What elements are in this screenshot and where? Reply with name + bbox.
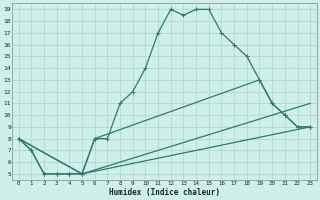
X-axis label: Humidex (Indice chaleur): Humidex (Indice chaleur) (109, 188, 220, 197)
